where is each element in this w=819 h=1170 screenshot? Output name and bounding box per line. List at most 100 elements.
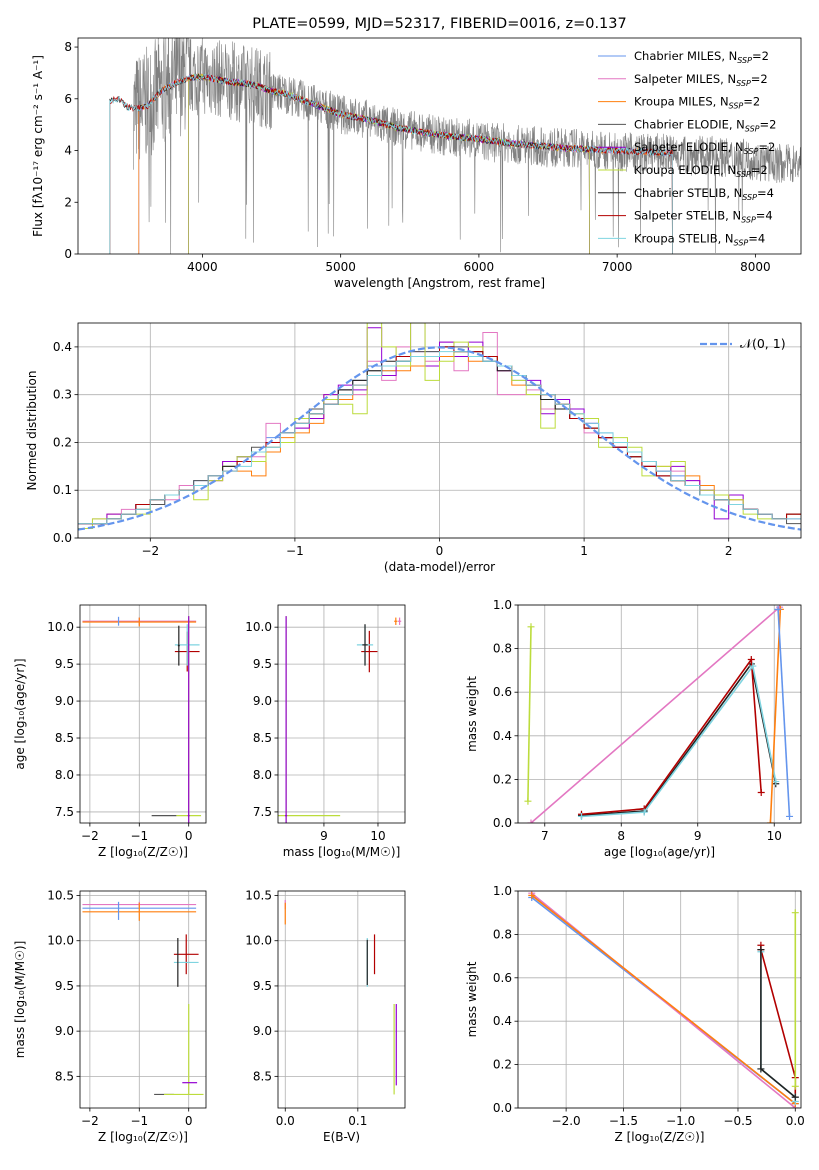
legend-label-main: Kroupa STELIB, N [634, 231, 734, 245]
weight-marker [640, 808, 648, 816]
x-tick-label: 0.0 [276, 1114, 295, 1128]
y-axis-label: age [log₁₀(age/yr)] [13, 658, 27, 769]
legend-label-suffix: =2 [751, 72, 768, 86]
y-axis-label: Flux [fλ10⁻¹⁷ erg cm⁻² s⁻¹ A⁻¹] [31, 55, 45, 237]
legend-label-sub: SSP [736, 79, 751, 88]
x-tick-label: 8 [617, 829, 625, 843]
axes-frame [79, 890, 207, 1109]
plot-area-ebv-mass [284, 900, 397, 1095]
legend-label: Chabrier STELIB, NSSP=4 [634, 186, 774, 202]
legend-label-main: Chabrier STELIB, N [634, 186, 742, 200]
y-tick-label: 8.5 [253, 1069, 272, 1083]
y-tick-label: 1.0 [493, 884, 512, 898]
weight-line [530, 606, 781, 823]
chart-spectrum: 4000 5000 6000 7000 8000 0 2 4 6 8 wavelength [Ang… [31, 37, 802, 290]
legend-label-sub: SSP [736, 170, 751, 179]
x-tick-label: 0.1 [348, 1114, 367, 1128]
legend-label-suffix: =2 [760, 117, 777, 131]
x-tick-label: 7 [541, 829, 549, 843]
x-tick-label: 0 [436, 544, 444, 558]
weight-marker [772, 778, 780, 786]
legend-label: Chabrier MILES, NSSP=2 [634, 49, 769, 65]
y-tick-label: 0.6 [493, 685, 512, 699]
weight-line [531, 894, 796, 1105]
chart-residuals: −2 −1 0 1 2 0.0 0.1 0.2 0.3 0.4 (data-model)/error… [25, 322, 802, 574]
y-tick-label: 0.4 [493, 1014, 512, 1028]
y-tick-label: 9.5 [55, 657, 74, 671]
plot-area-mass-age [278, 616, 402, 823]
x-axis-label: Z [log₁₀(Z/Z☉)] [98, 845, 188, 859]
weight-line [531, 892, 796, 1108]
chart-z-age: −2 −1 0 7.5 8.0 8.5 9.0 9.5 10.0 Z [log₁₀(Z/Z☉)] a… [13, 604, 207, 859]
legend-label-sub: SSP [742, 193, 757, 202]
legend-label: 𝒩(0, 1) [740, 336, 786, 351]
y-tick-label: 7.5 [253, 805, 272, 819]
weight-marker [786, 812, 794, 820]
weight-marker [749, 662, 757, 670]
y-axis-label: mass weight [465, 676, 479, 752]
legend-label: Kroupa STELIB, NSSP=4 [634, 231, 765, 247]
plot-area-z-age [82, 616, 202, 823]
legend-label-suffix: =4 [757, 186, 774, 200]
legend-label-suffix: =4 [748, 231, 765, 245]
y-tick-label: 0.0 [493, 816, 512, 830]
axes-frame [79, 604, 207, 824]
y-tick-label: 9.0 [253, 1024, 272, 1038]
y-tick-label: 0.8 [493, 642, 512, 656]
chart-ebv-mass: 0.0 0.1 8.5 9.0 9.5 10.0 10.5 E(B-V) [245, 889, 406, 1144]
error-bar-point [362, 624, 368, 666]
x-tick-label: −1 [130, 829, 148, 843]
x-axis-label: age [log₁₀(age/yr)] [604, 845, 715, 859]
legend-label-main: Salpeter ELODIE, N [634, 140, 744, 154]
axes-frame [277, 604, 406, 824]
y-tick-label: 0.2 [493, 1058, 512, 1072]
legend-label-sub: SSP [744, 147, 759, 156]
error-bar-point [82, 902, 197, 921]
axes-frame [517, 604, 802, 824]
legend: 𝒩(0, 1) [700, 336, 786, 351]
legend-label: Salpeter MILES, NSSP=2 [634, 72, 768, 88]
x-axis-label: Z [log₁₀(Z/Z☉)] [98, 1130, 188, 1144]
x-tick-label: 5000 [325, 260, 356, 274]
y-tick-label: 9.0 [55, 694, 74, 708]
error-bar-point [187, 616, 190, 823]
y-tick-label: 8.0 [55, 768, 74, 782]
x-tick-label: −2 [81, 1114, 99, 1128]
y-tick-label: 0.4 [493, 729, 512, 743]
y-axis-label: mass [log₁₀(M/M☉)] [13, 941, 27, 1059]
weight-line [777, 609, 791, 817]
normal-curve [78, 346, 801, 531]
x-tick-label: −2 [141, 544, 159, 558]
y-tick-label: 9.0 [253, 694, 272, 708]
y-tick-label: 4 [64, 144, 72, 158]
y-tick-label: 10.0 [47, 934, 74, 948]
x-tick-label: 10 [370, 829, 385, 843]
spectrum-model-line [109, 73, 673, 254]
weight-line [760, 951, 797, 1102]
x-tick-label: 0 [185, 829, 193, 843]
legend-label-main: Salpeter MILES, N [634, 72, 736, 86]
plot-area-spectrum [109, 38, 801, 254]
plot-area-z-mass [82, 901, 204, 1096]
y-tick-label: 9.0 [55, 1024, 74, 1038]
legend-label-sub: SSP [737, 56, 752, 65]
plot-area-age-weight [524, 605, 794, 823]
error-bar-point [361, 630, 378, 673]
weight-marker [757, 1065, 765, 1073]
weight-marker [527, 819, 535, 823]
legend-label-sub: SSP [729, 102, 744, 111]
y-tick-label: 0 [64, 247, 72, 261]
legend-label: Salpeter STELIB, NSSP=4 [634, 209, 773, 225]
weight-marker [766, 819, 774, 823]
x-tick-label: 10 [767, 829, 782, 843]
axes-frame [517, 890, 802, 1109]
error-bar-point [82, 617, 197, 627]
legend-label-main: Salpeter STELIB, N [634, 209, 741, 223]
y-tick-label: 10.0 [47, 620, 74, 634]
y-tick-label: 2 [64, 195, 72, 209]
y-tick-label: 0.8 [493, 927, 512, 941]
x-tick-label: 4000 [187, 260, 218, 274]
legend-label-sub: SSP [734, 238, 749, 247]
x-axis-label: wavelength [Angstrom, rest frame] [334, 276, 545, 290]
